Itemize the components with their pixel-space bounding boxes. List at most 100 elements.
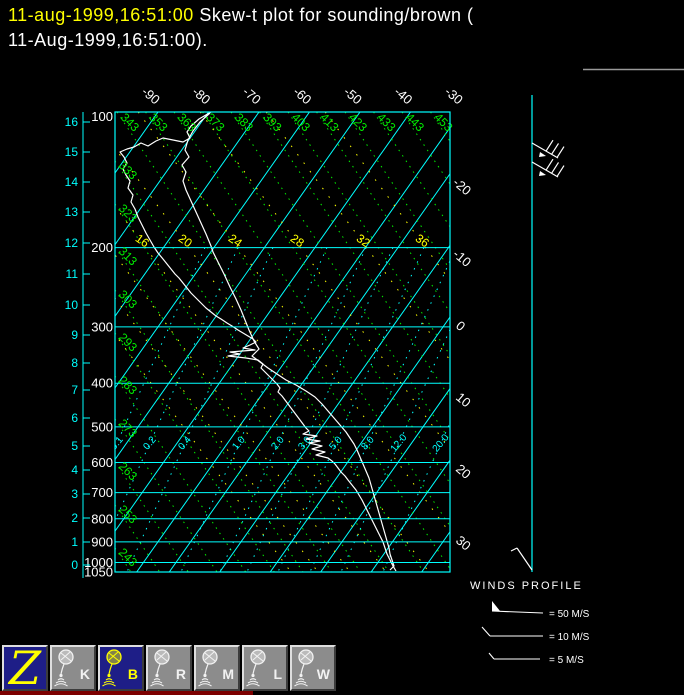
mixing-ratio-line <box>277 247 425 572</box>
isotherm-label: 30 <box>453 533 474 554</box>
pressure-label: 900 <box>91 534 113 549</box>
moist-adiabat-line <box>115 147 430 572</box>
title-timestamp: 11-aug-1999,16:51:00 <box>8 5 194 25</box>
height-label: 16 <box>65 115 79 129</box>
toolbar-button-label: B <box>127 666 138 682</box>
wind-barb <box>510 547 533 571</box>
legend-entry: = 5 M/S <box>549 655 584 666</box>
toolbar-button-r[interactable]: R <box>146 645 192 691</box>
theta-label: 393 <box>260 110 284 134</box>
mixing-ratio-label: 0.2 <box>141 434 159 452</box>
legend-entry: = 10 M/S <box>549 632 590 643</box>
wind-barb <box>531 158 565 178</box>
isotherm-line <box>269 316 450 572</box>
dry-adiabat-line <box>115 246 333 572</box>
mixing-ratio-line <box>382 421 450 572</box>
legend-barb-glyph <box>481 626 543 637</box>
zeb-logo-icon: Z <box>9 641 41 695</box>
isotherm-line <box>0 112 108 684</box>
mixing-ratio-line <box>115 247 239 522</box>
isotherm-label: -40 <box>391 84 415 108</box>
moist-adiabat-line <box>199 112 450 451</box>
isotherm-label: -50 <box>341 84 365 108</box>
toolbar-button-k[interactable]: K <box>50 645 96 691</box>
isotherm-line <box>115 112 159 174</box>
height-label: 9 <box>71 328 78 342</box>
moist-adiabat-line <box>265 112 450 361</box>
isotherm-line <box>115 112 260 318</box>
title-line2: 11-Aug-1999,16:51:00). <box>8 30 208 50</box>
height-label: 3 <box>71 487 78 501</box>
moist-adiabat-line <box>115 205 387 572</box>
pressure-label: 600 <box>91 455 113 470</box>
isotherm-line <box>0 112 7 684</box>
pressure-label: 1050 <box>84 565 113 580</box>
height-label: 14 <box>65 175 79 189</box>
isotherm-line <box>320 388 450 572</box>
height-label: 10 <box>65 298 79 312</box>
toolbar-button-b[interactable]: B <box>98 645 144 691</box>
dry-adiabat-line <box>344 112 450 271</box>
theta-label: 253 <box>116 502 140 526</box>
toolbar-button-m[interactable]: M <box>194 645 240 691</box>
height-label: 2 <box>71 511 78 525</box>
height-label: 13 <box>65 205 79 219</box>
height-label: 5 <box>71 439 78 453</box>
isotherm-label: -30 <box>442 84 466 108</box>
dry-adiabat-line <box>259 112 450 399</box>
dry-adiabat-line <box>401 112 450 185</box>
moist-adiabat-line <box>324 112 450 282</box>
mixing-ratio-label: 2.0 <box>269 434 287 452</box>
window-edge-strip <box>0 691 253 695</box>
height-label: 15 <box>65 145 79 159</box>
dry-adiabat-line <box>316 112 450 314</box>
theta-label: 293 <box>116 330 140 354</box>
isotherm-line <box>115 112 310 389</box>
dry-adiabat-line <box>287 112 450 356</box>
dry-adiabat-line <box>202 112 450 485</box>
isotherm-label: -60 <box>290 84 314 108</box>
toolbar-button-label: K <box>79 666 90 682</box>
isotherm-label: -90 <box>139 84 163 108</box>
theta-label: 283 <box>116 373 140 397</box>
pressure-label: 1000 <box>84 555 113 570</box>
isotherm-line <box>219 245 450 572</box>
theta-label: 323 <box>116 201 140 225</box>
radiosonde-balloon-icon <box>54 649 74 687</box>
legend-barb-glyph <box>488 652 540 660</box>
height-label: 1 <box>71 535 78 549</box>
toolbar-button-label: M <box>222 666 234 682</box>
isotherm-line <box>115 112 209 246</box>
theta-label: 303 <box>116 287 140 311</box>
theta-label: 343 <box>118 110 142 134</box>
isotherm-label: -80 <box>189 84 213 108</box>
radiosonde-balloon-icon <box>150 649 170 687</box>
isotherm-label: 20 <box>453 461 474 482</box>
theta-label: 333 <box>116 158 140 182</box>
mixing-ratio-label: 5.0 <box>327 434 345 452</box>
theta-label: 443 <box>403 110 427 134</box>
theta-label: 383 <box>232 110 256 134</box>
toolbar-button-l[interactable]: L <box>242 645 288 691</box>
dry-adiabat-line <box>115 332 275 572</box>
toolbar-button-w[interactable]: W <box>290 645 336 691</box>
isotherm-line <box>115 112 361 461</box>
pressure-label: 200 <box>91 240 113 255</box>
toolbar-button-z[interactable]: Z <box>2 641 48 695</box>
radiosonde-balloon-icon <box>246 649 266 687</box>
radiosonde-balloon-icon <box>198 649 218 687</box>
isotherm-line <box>370 459 450 572</box>
toolbar-button-label: R <box>175 666 186 682</box>
title-text: Skew-t plot for sounding/brown ( <box>193 5 474 25</box>
isotherm-line <box>115 112 411 533</box>
dry-adiabat-line <box>145 112 450 570</box>
theta-label: 413 <box>317 110 341 134</box>
theta-label: 433 <box>374 110 398 134</box>
height-label: 4 <box>71 463 78 477</box>
plot-border <box>114 111 451 573</box>
pressure-label: 100 <box>91 109 113 124</box>
mixing-ratio-label: 12.0 <box>389 432 410 454</box>
dewpoint-trace <box>119 112 397 572</box>
